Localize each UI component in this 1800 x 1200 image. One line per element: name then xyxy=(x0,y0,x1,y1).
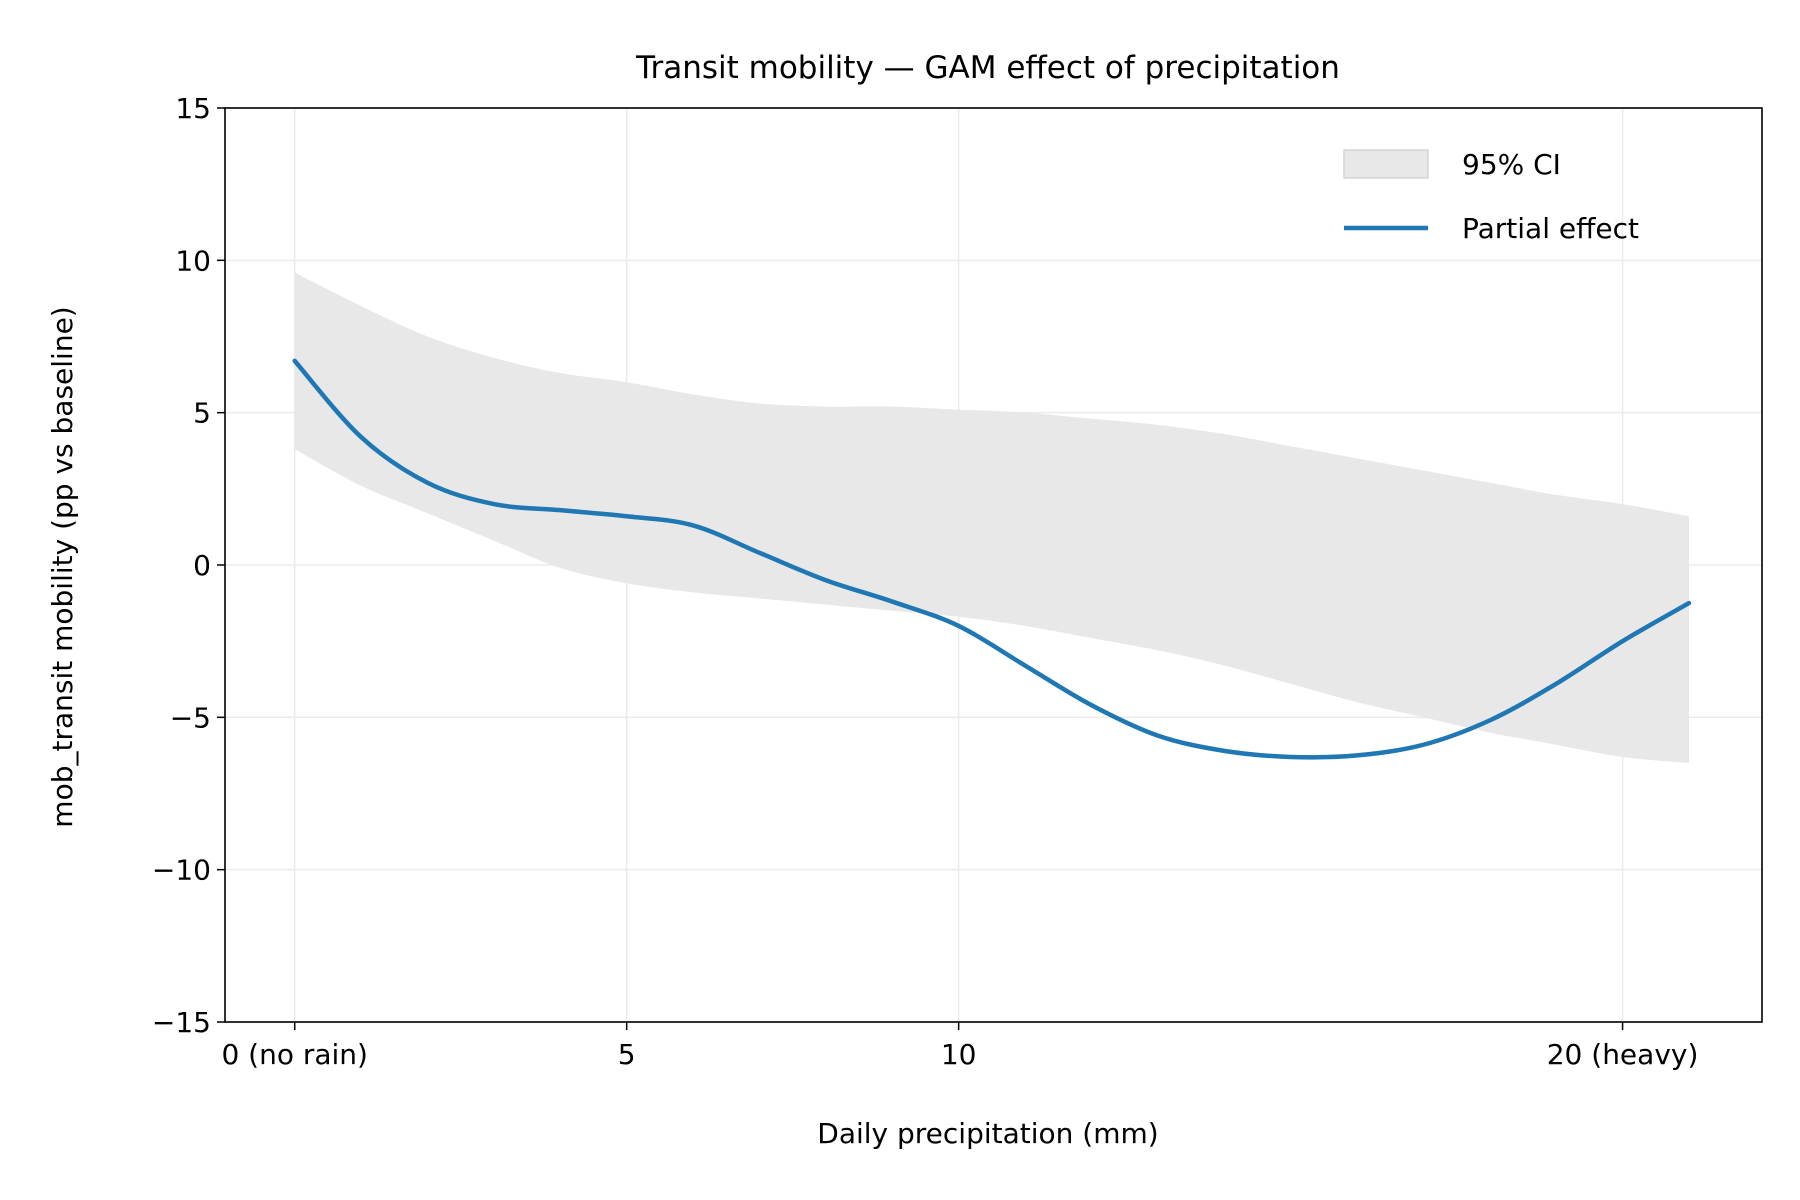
y-axis-label: mob_transit mobility (pp vs baseline) xyxy=(46,306,79,827)
y-tick-label: 0 xyxy=(193,549,211,582)
y-tick-label: 15 xyxy=(175,92,211,125)
x-tick-label: 20 (heavy) xyxy=(1547,1038,1699,1071)
x-axis-label: Daily precipitation (mm) xyxy=(817,1117,1158,1150)
series-line xyxy=(292,358,1692,760)
y-tick-label: −10 xyxy=(152,854,211,887)
legend-ci-swatch xyxy=(1343,149,1429,179)
x-tick-label: 0 (no rain) xyxy=(221,1038,368,1071)
legend-line-label: Partial effect xyxy=(1462,212,1639,245)
legend: 95% CI Partial effect xyxy=(1343,148,1639,245)
ci-band-layer xyxy=(294,272,1689,764)
series-layer xyxy=(292,358,1692,760)
axis-ticks: 0 (no rain) 5 10 20 (heavy) 15 10 5 0 −5 −10 −15 xyxy=(152,92,1698,1071)
x-tick-label: 10 xyxy=(941,1038,977,1071)
y-tick-label: −5 xyxy=(170,701,211,734)
chart-title: Transit mobility — GAM effect of precipi… xyxy=(635,50,1340,86)
y-tick-label: −15 xyxy=(152,1006,211,1039)
y-tick-label: 10 xyxy=(175,244,211,277)
x-tick-label: 5 xyxy=(618,1038,636,1071)
y-tick-label: 5 xyxy=(193,397,211,430)
legend-ci-label: 95% CI xyxy=(1462,148,1561,181)
ci-band xyxy=(294,272,1689,764)
